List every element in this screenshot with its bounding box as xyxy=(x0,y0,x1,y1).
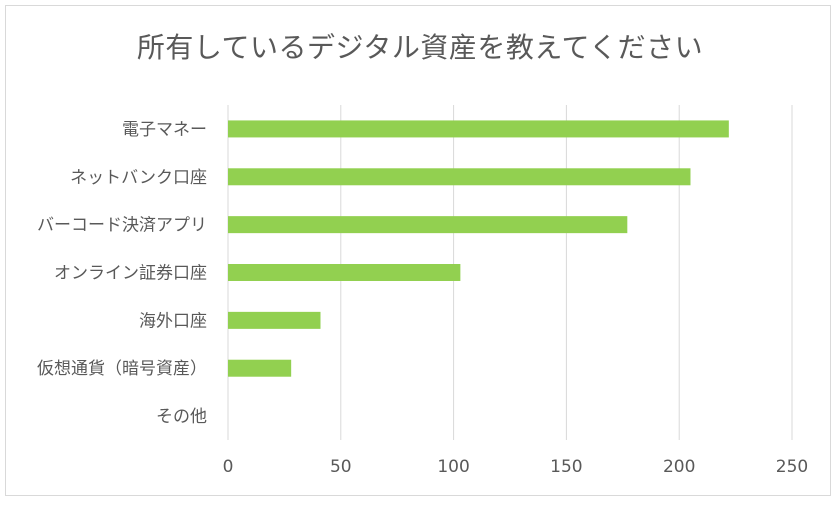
category-label: ネットバンク口座 xyxy=(70,168,207,188)
chart-title: 所有しているデジタル資産を教えてください xyxy=(136,31,704,64)
chart-frame xyxy=(5,5,831,496)
category-label: その他 xyxy=(156,407,207,427)
x-tick-label: 150 xyxy=(550,457,582,477)
bar-4 xyxy=(228,311,321,329)
category-label: 海外口座 xyxy=(139,311,207,331)
x-tick-label: 0 xyxy=(223,457,234,477)
x-tick-label: 100 xyxy=(437,457,469,477)
category-label: バーコード決済アプリ xyxy=(37,216,207,236)
bar-3 xyxy=(228,264,461,281)
category-label: オンライン証券口座 xyxy=(54,264,207,284)
bar-2 xyxy=(228,216,628,234)
x-tick-label: 50 xyxy=(330,457,352,477)
x-tick-label: 200 xyxy=(663,457,695,477)
category-label: 電子マネー xyxy=(122,120,207,140)
bar-0 xyxy=(228,120,729,138)
category-label: 仮想通貨（暗号資産） xyxy=(37,359,207,379)
bar-1 xyxy=(228,168,691,186)
x-tick-label: 250 xyxy=(776,457,808,477)
bar-5 xyxy=(228,359,292,377)
